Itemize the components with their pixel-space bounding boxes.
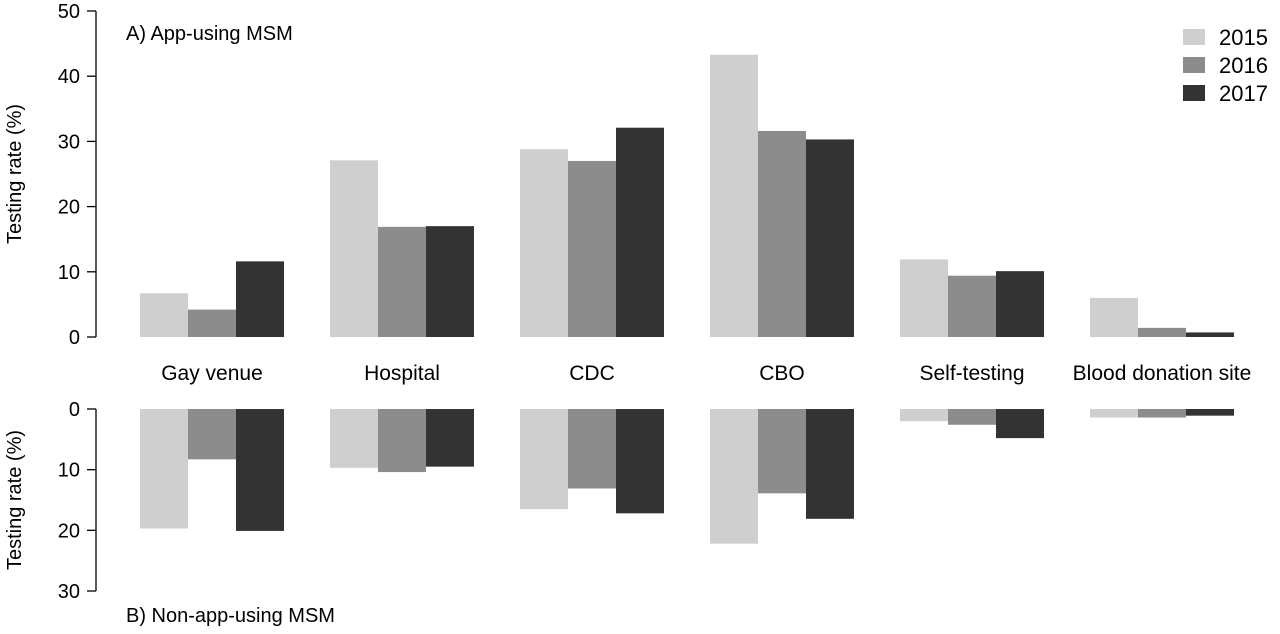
bar-hospital-2017 xyxy=(426,226,474,337)
legend-label-2016: 2016 xyxy=(1219,53,1268,78)
y-tick-label-20: 20 xyxy=(58,520,80,542)
bar-self-testing-2015 xyxy=(900,409,948,422)
legend-swatch-2017 xyxy=(1183,85,1205,101)
bar-blood-donation-site-2016 xyxy=(1138,327,1186,337)
y-tick-label-10: 10 xyxy=(58,460,80,482)
bar-cdc-2017 xyxy=(616,409,664,514)
bar-cdc-2017 xyxy=(616,127,664,337)
y-tick-label-30: 30 xyxy=(58,131,80,153)
bar-cbo-2016 xyxy=(758,130,806,337)
category-label-blood-donation-site: Blood donation site xyxy=(1073,362,1252,385)
bar-hospital-2015 xyxy=(330,409,378,468)
category-label-gay-venue: Gay venue xyxy=(161,362,263,385)
bar-blood-donation-site-2015 xyxy=(1090,409,1138,418)
legend-label-2017: 2017 xyxy=(1219,81,1268,106)
bar-cdc-2016 xyxy=(568,160,616,337)
bar-self-testing-2017 xyxy=(996,409,1044,439)
y-tick-label-10: 10 xyxy=(58,262,80,284)
legend-swatch-2015 xyxy=(1183,29,1205,45)
panel-non-app-using: 0 10 20 30 Testing rate (%) B) Non-app-using … xyxy=(4,399,1234,627)
bar-cdc-2016 xyxy=(568,409,616,489)
category-label-cdc: CDC xyxy=(569,362,615,385)
category-label-self-testing: Self-testing xyxy=(919,362,1024,385)
y-tick-label-30: 30 xyxy=(58,581,80,603)
y-tick-label-20: 20 xyxy=(58,197,80,219)
bar-cbo-2015 xyxy=(710,409,758,544)
category-labels: Gay venue Hospital CDC CBO Self-testing Blood… xyxy=(161,362,1251,385)
bar-self-testing-2017 xyxy=(996,271,1044,337)
y-axis-title: Testing rate (%) xyxy=(4,430,26,570)
category-label-cbo: CBO xyxy=(759,362,805,385)
bar-gay-venue-2015 xyxy=(140,409,188,529)
bar-hospital-2016 xyxy=(378,226,426,337)
bar-self-testing-2016 xyxy=(948,409,996,425)
bar-hospital-2017 xyxy=(426,409,474,467)
bar-gay-venue-2016 xyxy=(188,409,236,460)
bar-gay-venue-2016 xyxy=(188,309,236,337)
bar-self-testing-2016 xyxy=(948,275,996,337)
legend-label-2015: 2015 xyxy=(1219,25,1268,50)
bar-cdc-2015 xyxy=(520,149,568,337)
y-axis-title: Testing rate (%) xyxy=(4,104,26,244)
y-tick-label-50: 50 xyxy=(58,1,80,23)
y-tick-label-0: 0 xyxy=(69,327,80,349)
bar-self-testing-2015 xyxy=(900,259,948,337)
bar-hospital-2015 xyxy=(330,160,378,337)
bar-cbo-2017 xyxy=(806,409,854,519)
bar-cbo-2016 xyxy=(758,409,806,494)
bar-blood-donation-site-2017 xyxy=(1186,332,1234,337)
legend: 2015 2016 2017 xyxy=(1183,25,1268,106)
category-label-hospital: Hospital xyxy=(364,362,440,385)
y-tick-label-40: 40 xyxy=(58,66,80,88)
bar-cbo-2017 xyxy=(806,139,854,337)
legend-swatch-2016 xyxy=(1183,57,1205,73)
bar-blood-donation-site-2015 xyxy=(1090,297,1138,337)
bar-gay-venue-2017 xyxy=(236,409,284,531)
bar-gay-venue-2017 xyxy=(236,261,284,337)
y-tick-label-0: 0 xyxy=(69,399,80,421)
bar-hospital-2016 xyxy=(378,409,426,473)
bar-blood-donation-site-2017 xyxy=(1186,409,1234,416)
bar-blood-donation-site-2016 xyxy=(1138,409,1186,418)
bar-cdc-2015 xyxy=(520,409,568,510)
panel-label: A) App-using MSM xyxy=(126,23,293,45)
panel-label: B) Non-app-using MSM xyxy=(126,605,335,627)
panel-app-using: 0 10 20 30 40 50 Testing rate (%) A) App-using … xyxy=(4,1,1234,349)
bar-cbo-2015 xyxy=(710,54,758,338)
bar-gay-venue-2015 xyxy=(140,293,188,337)
